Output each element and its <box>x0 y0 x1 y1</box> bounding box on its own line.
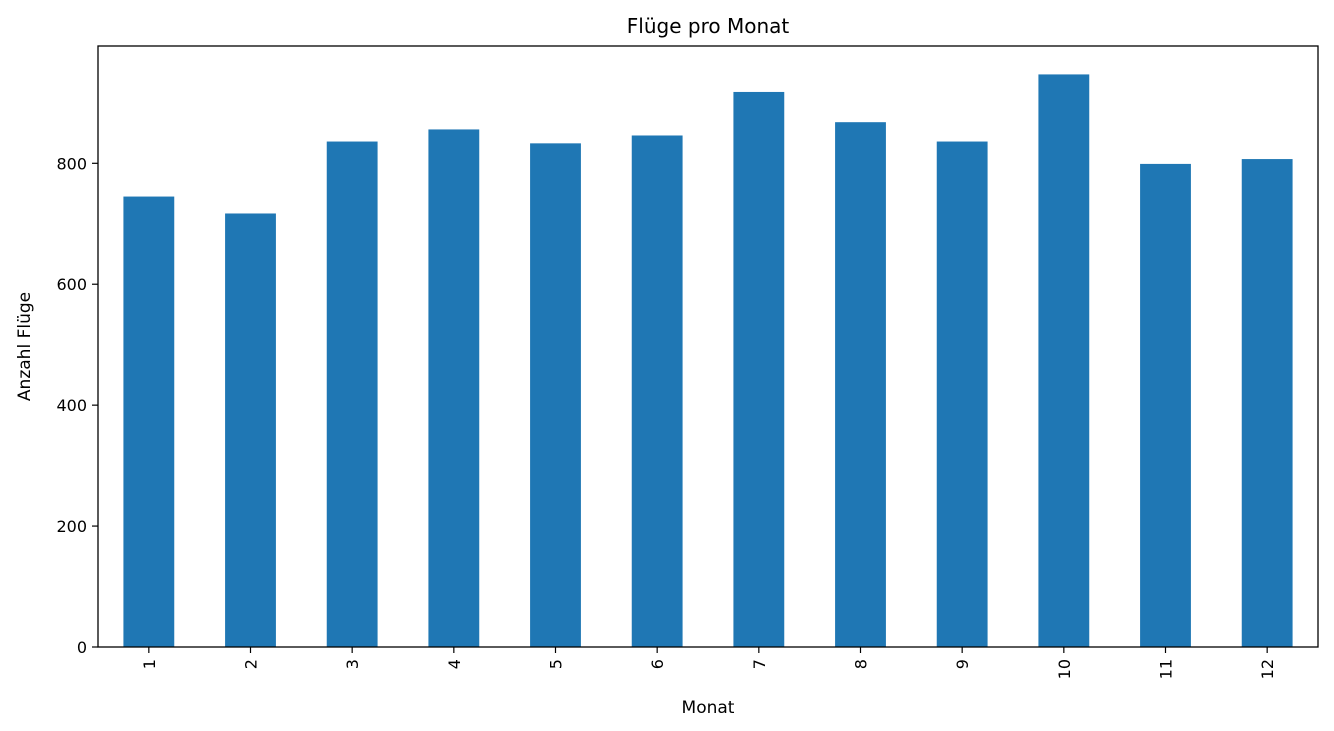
bar-month-3 <box>326 141 378 647</box>
x-axis: 1 2 3 4 5 6 7 8 9 10 11 12 <box>140 647 1277 679</box>
x-tick-label: 2 <box>242 659 261 669</box>
x-tick-label: 11 <box>1157 659 1176 679</box>
bar-month-7 <box>733 91 785 647</box>
bar-month-11 <box>1140 163 1191 648</box>
chart-title: Flüge pro Monat <box>627 14 790 38</box>
x-tick-label: 4 <box>445 659 464 669</box>
bar-month-10 <box>1038 74 1090 648</box>
bars-group <box>123 74 1293 648</box>
y-axis: 0 200 400 600 800 <box>56 154 98 657</box>
y-tick-label: 600 <box>56 275 87 294</box>
bar-month-1 <box>123 196 175 647</box>
y-axis-label: Anzahl Flüge <box>15 292 35 401</box>
bar-month-2 <box>225 213 276 648</box>
bar-month-6 <box>631 135 683 647</box>
x-tick-label: 10 <box>1055 659 1074 679</box>
bar-month-8 <box>835 122 886 647</box>
x-tick-label: 5 <box>547 659 566 669</box>
bar-month-4 <box>428 129 480 648</box>
x-tick-label: 6 <box>648 659 667 669</box>
bar-month-12 <box>1241 159 1293 647</box>
x-tick-label: 12 <box>1258 659 1277 679</box>
y-tick-label: 200 <box>56 517 87 536</box>
x-tick-label: 9 <box>953 659 972 669</box>
y-tick-label: 800 <box>56 154 87 173</box>
bar-month-5 <box>530 143 581 647</box>
x-axis-label: Monat <box>682 698 735 718</box>
y-tick-label: 400 <box>56 396 87 415</box>
plot-area-frame <box>97 45 1319 648</box>
y-tick-label: 0 <box>77 638 87 657</box>
x-tick-label: 3 <box>343 659 362 669</box>
x-tick-label: 7 <box>750 659 769 669</box>
x-tick-label: 8 <box>852 659 871 669</box>
x-tick-label: 1 <box>140 659 159 669</box>
bar-month-9 <box>936 141 988 647</box>
